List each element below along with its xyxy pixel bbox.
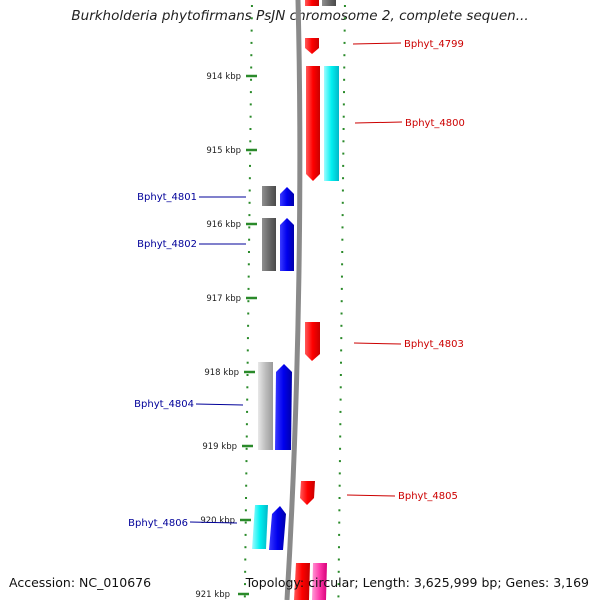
scale-label-921: 921 kbp	[195, 590, 230, 600]
scale: 914 kbp 915 kbp 916 kbp 917 kbp 918 kbp …	[195, 72, 257, 600]
gc-ticks-left	[243, 5, 253, 598]
scale-label-919: 919 kbp	[202, 442, 237, 452]
scale-label-917: 917 kbp	[206, 294, 241, 304]
gene-bphyt-4802[interactable]	[280, 218, 294, 271]
gene-connector-bphyt-4805	[346, 494, 396, 497]
gene-label-bphyt-4805[interactable]: Bphyt_4805	[398, 491, 458, 502]
gene-connector-bphyt-4806	[189, 521, 238, 524]
gene-bphyt-4800-rna[interactable]	[324, 66, 339, 181]
gene-bphyt-4802-shadow	[262, 218, 276, 271]
gene-connector-bphyt-4800	[354, 121, 403, 124]
topology-text: Topology: circular; Length: 3,625,999 bp…	[245, 575, 589, 590]
partial-gene-top-gray[interactable]	[322, 0, 336, 6]
scale-label-914: 914 kbp	[206, 72, 241, 82]
gene-label-bphyt-4800[interactable]: Bphyt_4800	[405, 118, 465, 129]
chromosome-backbone	[284, 0, 303, 600]
scale-label-918: 918 kbp	[204, 368, 239, 378]
gene-connector-bphyt-4804	[195, 403, 244, 406]
gene-label-bphyt-4801[interactable]: Bphyt_4801	[137, 192, 197, 203]
gene-bphyt-4805[interactable]	[300, 481, 315, 505]
gc-ticks-right	[337, 5, 346, 598]
gene-bphyt-4800[interactable]	[306, 66, 320, 181]
gene-bphyt-4804[interactable]	[275, 364, 292, 450]
scale-label-916: 916 kbp	[206, 220, 241, 230]
gene-label-bphyt-4806[interactable]: Bphyt_4806	[128, 518, 188, 529]
gene-bphyt-4804-shadow	[258, 362, 273, 450]
scale-label-915: 915 kbp	[206, 146, 241, 156]
gene-bphyt-4803[interactable]	[305, 322, 320, 361]
scale-label-920: 920 kbp	[200, 516, 235, 526]
accession-text: Accession: NC_010676	[9, 575, 152, 590]
gene-bphyt-4806[interactable]	[269, 506, 286, 550]
gene-bphyt-4799[interactable]	[305, 38, 319, 54]
gene-label-bphyt-4804[interactable]: Bphyt_4804	[134, 399, 194, 410]
gene-connector-bphyt-4803	[353, 342, 402, 345]
gene-label-bphyt-4803[interactable]: Bphyt_4803	[404, 339, 464, 350]
partial-gene-top-red[interactable]	[305, 0, 319, 6]
gene-bphyt-4806-rna[interactable]	[252, 505, 268, 549]
partial-gene-bottom-pink[interactable]	[312, 563, 327, 600]
gene-label-bphyt-4802[interactable]: Bphyt_4802	[137, 239, 197, 250]
gene-bphyt-4801-shadow	[262, 186, 276, 206]
partial-gene-bottom-red[interactable]	[294, 563, 310, 600]
gene-label-bphyt-4799[interactable]: Bphyt_4799	[404, 39, 464, 50]
gene-bphyt-4801[interactable]	[280, 187, 294, 206]
gene-connector-bphyt-4799	[352, 42, 402, 45]
